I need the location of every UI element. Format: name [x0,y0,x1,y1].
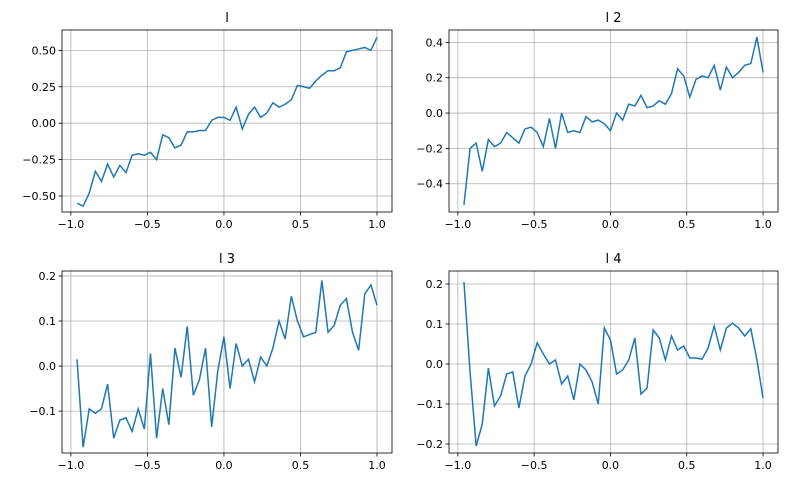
subplot-title: l 2 [605,11,621,26]
x-tick-label: 1.0 [368,218,386,231]
x-tick-label: −0.5 [521,218,548,231]
y-tick-label: 0.2 [426,278,444,291]
y-tick-label: 0.0 [39,360,57,373]
x-tick-label: −0.5 [134,218,161,231]
axes-frame [448,270,779,454]
data-line [76,36,378,208]
x-tick-label: −1.0 [58,459,85,472]
x-tick-label: 1.0 [754,218,772,231]
y-tick-label: 0.4 [426,36,444,49]
x-tick-label: 0.0 [215,218,233,231]
x-tick-label: 0.0 [602,218,620,231]
y-tick-label: 0.1 [426,318,444,331]
x-tick-label: −0.5 [134,459,161,472]
y-tick-label: −0.2 [416,142,443,155]
x-tick-label: −1.0 [58,218,85,231]
y-tick-label: 0.50 [32,44,57,57]
axes-frame [61,29,393,213]
x-tick-label: 1.0 [368,459,386,472]
subplot: −1.0 −0.5 0.0 0.5 1.0 −0.50 −0.25 0.00 0.25 0.50 l [22,11,393,231]
x-tick-label: 1.0 [754,459,772,472]
subplot: −1.0 −0.5 0.0 0.5 1.0 −0.4 −0.2 0.0 0.2 0.4 l 2 [416,11,779,231]
y-tick-label: 0.0 [426,107,444,120]
subplot-title: l [225,11,229,26]
y-tick-label: 0.25 [32,81,57,94]
y-tick-label: −0.25 [22,154,56,167]
y-tick-label: −0.50 [22,190,56,203]
x-tick-label: 0.5 [292,459,310,472]
y-tick-label: 0.2 [426,72,444,85]
y-tick-label: −0.4 [416,178,443,191]
x-tick-label: 0.0 [602,459,620,472]
x-tick-label: 0.0 [215,459,233,472]
data-line [463,36,764,206]
data-line [463,281,764,447]
y-tick-label: 0.2 [39,270,57,283]
y-tick-label: 0.0 [426,358,444,371]
subplot: −1.0 −0.5 0.0 0.5 1.0 −0.2 −0.1 0.0 0.1 0.2 l 4 [416,252,779,472]
axes-frame [61,270,393,454]
x-tick-label: 0.5 [678,459,696,472]
data-line [76,280,378,448]
x-tick-label: 0.5 [292,218,310,231]
y-tick-label: 0.1 [39,315,57,328]
x-tick-label: −1.0 [444,218,471,231]
y-tick-label: −0.1 [416,398,443,411]
subplot-title: l 4 [605,252,621,267]
subplot-title: l 3 [219,252,235,267]
x-tick-label: −0.5 [521,459,548,472]
y-tick-label: −0.1 [29,405,56,418]
axes-frame [448,29,779,213]
x-tick-label: −1.0 [444,459,471,472]
x-tick-label: 0.5 [678,218,696,231]
y-tick-label: 0.00 [32,117,57,130]
subplot: −1.0 −0.5 0.0 0.5 1.0 −0.1 0.0 0.1 0.2 l 3 [29,252,393,472]
y-tick-label: −0.2 [416,438,443,451]
